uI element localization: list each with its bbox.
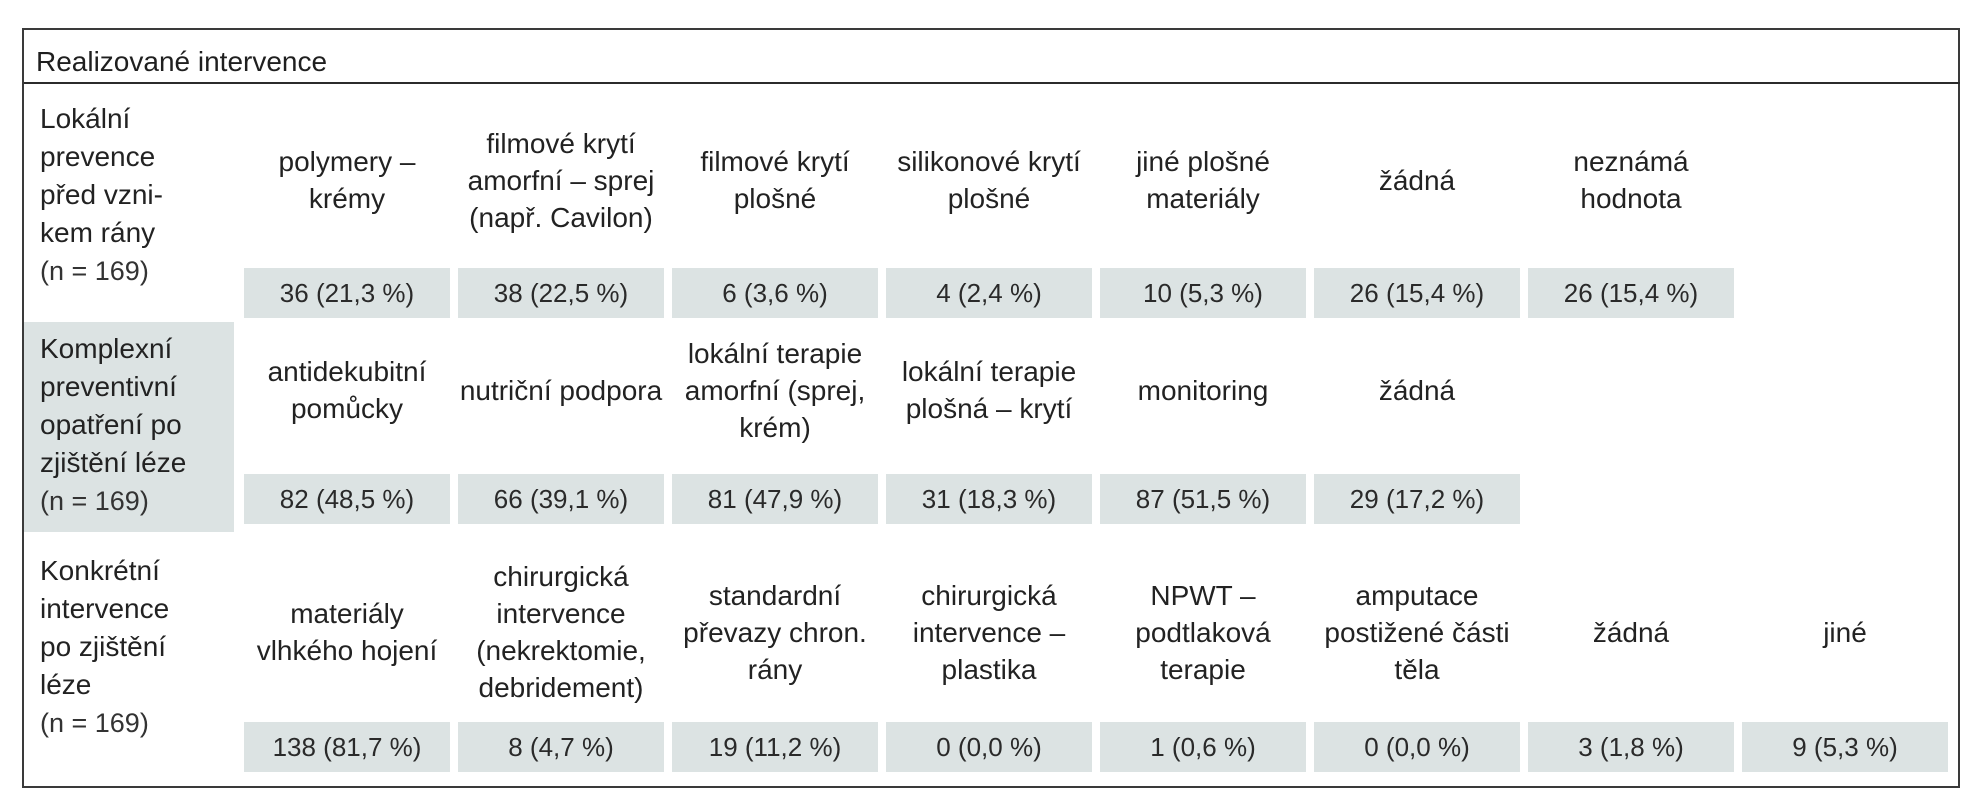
cell-value: 81 (47,9 %)	[672, 474, 878, 524]
cell-value: 4 (2,4 %)	[886, 268, 1092, 318]
cell-label: materiály vlhkého hojení	[256, 598, 438, 666]
cell-value: 82 (48,5 %)	[244, 474, 450, 524]
cell-value: 10 (5,3 %)	[1100, 268, 1306, 318]
row-header-label: Komplexní preventivní opatření po zjiště…	[40, 333, 187, 478]
cell-label: neznámá hodnota	[1573, 146, 1689, 214]
row-header-label: Konkrétní intervence po zjištění léze	[40, 555, 170, 700]
row-header-local-prevention: Lokální prevence před vzni-kem rány (n =…	[24, 100, 234, 290]
cell-value: 29 (17,2 %)	[1314, 474, 1520, 524]
title-rule	[24, 82, 1960, 84]
cell-value: 8 (4,7 %)	[458, 722, 664, 772]
cell-label: filmové krytí plošné	[700, 146, 850, 214]
cell-value: 31 (18,3 %)	[886, 474, 1092, 524]
cell-label: jiné plošné materiály	[1136, 146, 1270, 214]
cell-value: 87 (51,5 %)	[1100, 474, 1306, 524]
cell-label: NPWT – podtlaková terapie	[1135, 579, 1271, 685]
cell-label: monitoring	[1137, 374, 1269, 406]
cell-label: amputace postižené části těla	[1324, 579, 1510, 685]
cell-label: chirurgická intervence – plastika	[912, 579, 1066, 685]
cell-label: standardní převazy chron. rány	[683, 579, 867, 685]
cell-label: jiné	[1823, 616, 1867, 648]
cell-value: 1 (0,6 %)	[1100, 722, 1306, 772]
row-header-specific-intervention: Konkrétní intervence po zjištění léze (n…	[24, 552, 234, 742]
cell-value: 38 (22,5 %)	[458, 268, 664, 318]
cell-value: 138 (81,7 %)	[244, 722, 450, 772]
cell-value: 26 (15,4 %)	[1528, 268, 1734, 318]
table-frame	[22, 28, 1960, 788]
cell-value: 36 (21,3 %)	[244, 268, 450, 318]
cell-label: filmové krytí amorfní – sprej (např. Cav…	[467, 127, 655, 233]
cell-value: 9 (5,3 %)	[1742, 722, 1948, 772]
cell-label: nutriční podpora	[459, 374, 663, 406]
cell-value: 66 (39,1 %)	[458, 474, 664, 524]
cell-value: 0 (0,0 %)	[886, 722, 1092, 772]
cell-value: 0 (0,0 %)	[1314, 722, 1520, 772]
cell-label: antidekubitní pomůcky	[267, 356, 427, 424]
row-header-n: (n = 169)	[40, 256, 149, 286]
cell-label: žádná	[1378, 374, 1456, 406]
row-header-n: (n = 169)	[40, 708, 149, 738]
cell-label: lokální terapie amorfní (sprej, krém)	[684, 337, 866, 443]
cell-value: 3 (1,8 %)	[1528, 722, 1734, 772]
cell-value: 6 (3,6 %)	[672, 268, 878, 318]
cell-value: 26 (15,4 %)	[1314, 268, 1520, 318]
cell-label: lokální terapie plošná – krytí	[901, 356, 1077, 424]
row-header-n: (n = 169)	[40, 486, 149, 516]
cell-label: chirurgická intervence (nekrektomie, deb…	[476, 561, 646, 703]
cell-value: 19 (11,2 %)	[672, 722, 878, 772]
row-header-complex-prevention: Komplexní preventivní opatření po zjiště…	[24, 322, 234, 532]
cell-label: silikonové krytí plošné	[897, 146, 1081, 214]
cell-label: žádná	[1378, 164, 1456, 196]
cell-label: polymery – krémy	[278, 146, 416, 214]
cell-label: žádná	[1592, 616, 1670, 648]
row-header-label: Lokální prevence před vzni-kem rány	[40, 103, 163, 248]
table-title: Realizované intervence	[36, 46, 328, 77]
